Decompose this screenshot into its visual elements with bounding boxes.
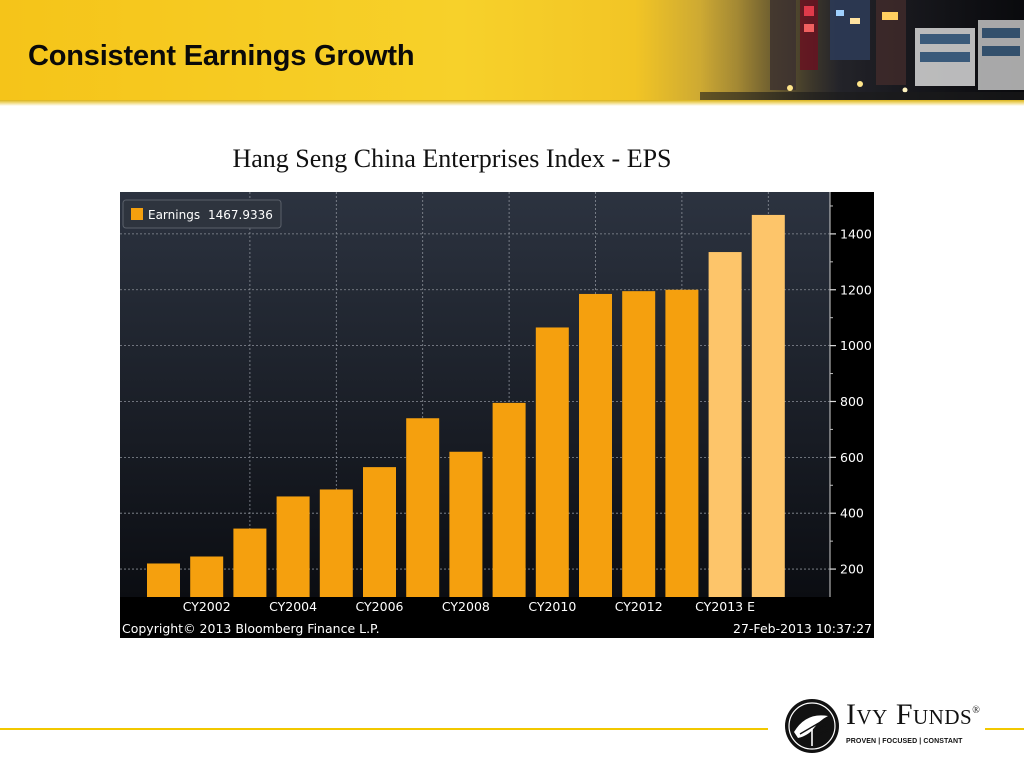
x-tick-label: CY2002 — [183, 599, 231, 614]
bar-index-0 — [147, 563, 180, 597]
bar-cy2012 — [622, 291, 656, 597]
logo-wordmark: Ivy Funds® — [846, 698, 980, 732]
x-tick-label: CY2004 — [269, 599, 317, 614]
timestamp-text: 27-Feb-2013 10:37:27 — [733, 621, 872, 636]
registered-mark: ® — [972, 705, 981, 716]
x-tick-label: CY2013 E — [695, 599, 755, 614]
header-banner — [0, 0, 1024, 100]
legend-box — [122, 199, 282, 229]
bar-cy2002 — [190, 556, 224, 597]
bars-layer — [147, 214, 785, 597]
bar-cy2010 — [535, 327, 569, 597]
bar-index-10 — [579, 293, 612, 597]
x-tick-label: CY2008 — [442, 599, 490, 614]
header-shadow — [0, 100, 1024, 106]
bar-cy2006 — [363, 467, 396, 597]
y-tick-label: 200 — [840, 562, 864, 577]
ivy-funds-logo-mark — [785, 699, 839, 753]
bar-index-14 — [751, 214, 785, 597]
x-tick-label: CY2010 — [528, 599, 576, 614]
x-tick-label: CY2006 — [356, 599, 404, 614]
x-labels-layer: CY2002 CY2004 CY2006 CY2008 CY2010 CY2012 CY20… — [183, 599, 755, 614]
page-title: Consistent Earnings Growth — [28, 40, 415, 72]
x-tick-label: CY2012 — [615, 599, 663, 614]
footer-rule-left — [0, 728, 768, 730]
legend-series-label: Earnings — [148, 208, 200, 222]
bar-cy2013-e — [708, 252, 742, 597]
logo-tagline: PROVEN | FOCUSED | CONSTANT — [846, 738, 963, 745]
footer-rule-right — [985, 728, 1024, 730]
y-tick-label: 1200 — [840, 282, 872, 297]
logo-name-text: Ivy Funds — [846, 698, 973, 731]
bloomberg-chart: 200 400 600 800 1000 1200 1400 CY2002 CY2004 CY2… — [120, 192, 874, 638]
y-tick-label: 800 — [840, 394, 864, 409]
bar-index-12 — [665, 289, 699, 597]
ivy-funds-logo: Ivy Funds® PROVEN | FOCUSED | CONSTANT — [780, 694, 980, 758]
bar-index-8 — [492, 402, 526, 597]
copyright-text: Copyright© 2013 Bloomberg Finance L.P. — [122, 621, 380, 636]
bar-index-6 — [406, 418, 440, 597]
legend: Earnings 1467.9336 — [122, 199, 282, 229]
city-skyline-image — [700, 0, 1024, 100]
y-tick-label: 400 — [840, 506, 864, 521]
legend-swatch — [131, 208, 143, 220]
y-ticks-layer: 200 400 600 800 1000 1200 1400 — [830, 205, 872, 577]
bar-index-2 — [233, 528, 267, 597]
y-tick-label: 600 — [840, 450, 864, 465]
bar-cy2008 — [449, 451, 483, 597]
bar-index-4 — [319, 489, 353, 597]
bar-cy2004 — [276, 496, 310, 597]
y-tick-label: 1400 — [840, 226, 872, 241]
chart-heading: Hang Seng China Enterprises Index - EPS — [232, 144, 672, 173]
legend-last-value: 1467.9336 — [208, 208, 273, 222]
y-tick-label: 1000 — [840, 338, 872, 353]
